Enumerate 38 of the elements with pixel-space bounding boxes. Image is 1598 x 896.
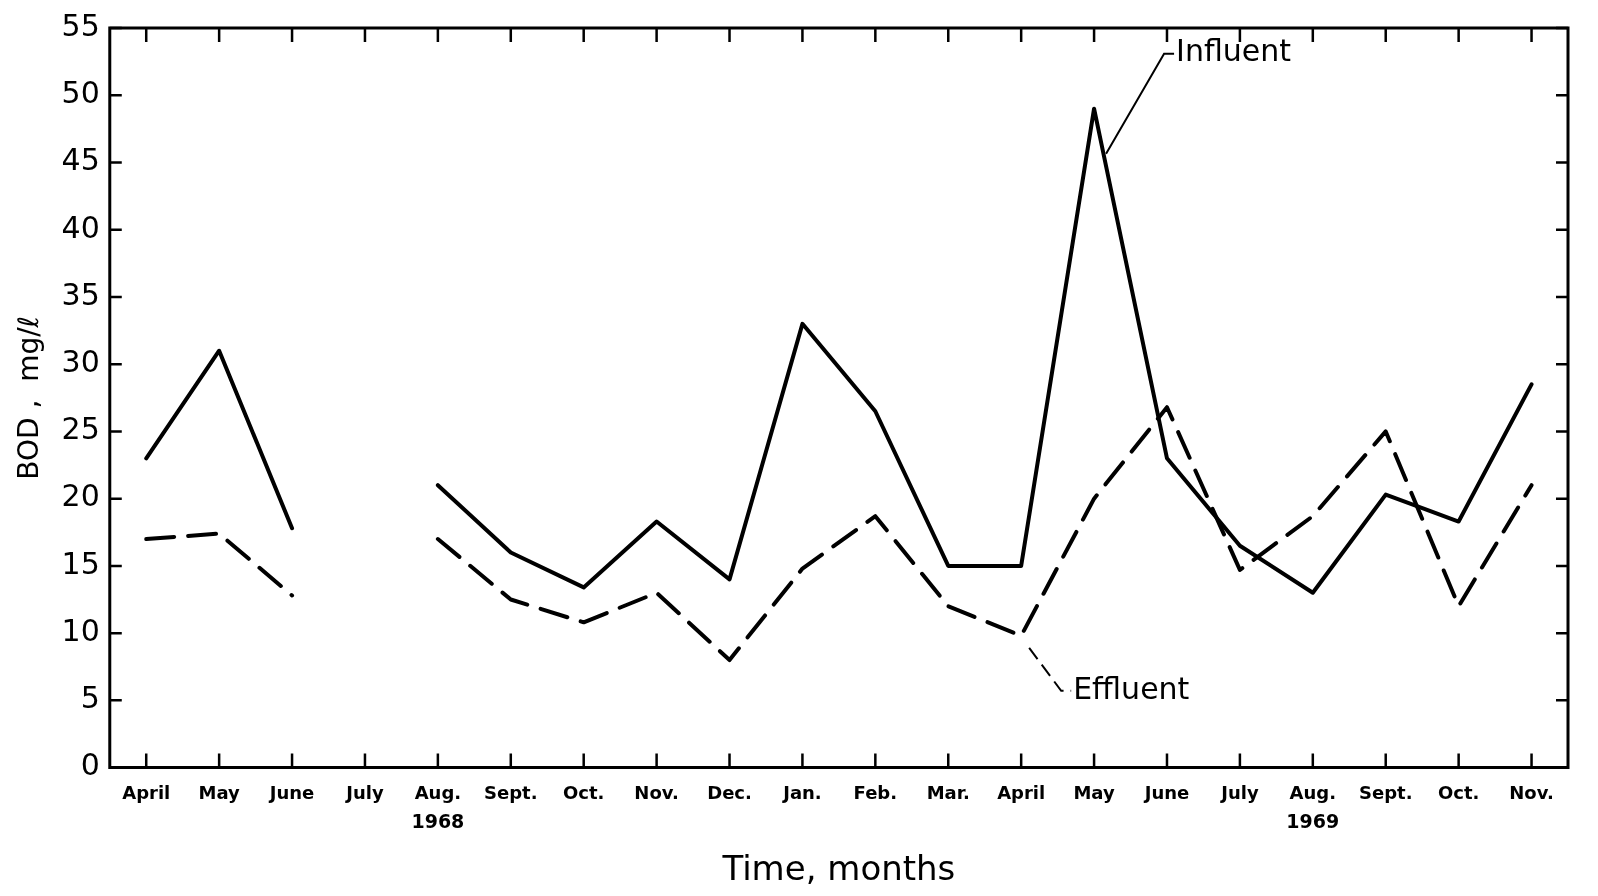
x-tick-label: Sept. <box>484 782 538 804</box>
y-tick-label: 20 <box>61 478 100 514</box>
y-tick-label: 30 <box>61 343 100 379</box>
x-tick-label: April <box>122 782 171 804</box>
x-tick-label: Jan. <box>781 782 822 804</box>
y-tick-label: 40 <box>61 209 100 245</box>
x-tick-label: Oct. <box>562 782 605 804</box>
x-tick-label: July <box>1219 782 1259 804</box>
text: 1968 <box>411 810 465 833</box>
x-tick-label: April <box>997 782 1046 804</box>
x-tick-label: May <box>198 782 241 804</box>
x-tick-label: Feb. <box>853 782 898 804</box>
y-tick-label: 35 <box>61 276 100 312</box>
legend-label: Influent <box>1176 33 1292 69</box>
x-tick-label: Dec. <box>707 782 752 804</box>
x-tick-label: Nov. <box>1509 782 1554 804</box>
x-tick-label: June <box>267 782 315 804</box>
y-tick-label: 10 <box>61 612 100 648</box>
y-tick-label: 0 <box>80 747 100 783</box>
y-tick-label: 15 <box>61 545 100 581</box>
x-tick-label: Aug. <box>414 782 462 804</box>
x-tick-label: Mar. <box>926 782 970 804</box>
x-axis-title: Time, months <box>721 848 956 889</box>
y-tick-label: 50 <box>61 75 100 111</box>
y-tick-label: 45 <box>61 142 100 178</box>
x-tick-label: Nov. <box>634 782 679 804</box>
x-tick-label: Aug. <box>1289 782 1337 804</box>
x-tick-label: Oct. <box>1437 782 1480 804</box>
x-tick-label: Sept. <box>1358 782 1413 804</box>
y-tick-label: 55 <box>61 7 100 43</box>
x-tick-label: July <box>344 782 384 804</box>
y-axis-title: BOD , mg/ℓ <box>12 315 46 480</box>
legend-label: Effluent <box>1073 670 1190 706</box>
y-tick-label: 5 <box>80 680 100 716</box>
text: 1969 <box>1286 810 1340 833</box>
x-tick-label: May <box>1073 782 1115 804</box>
x-tick-label: June <box>1142 782 1190 804</box>
y-tick-label: 25 <box>61 411 100 447</box>
